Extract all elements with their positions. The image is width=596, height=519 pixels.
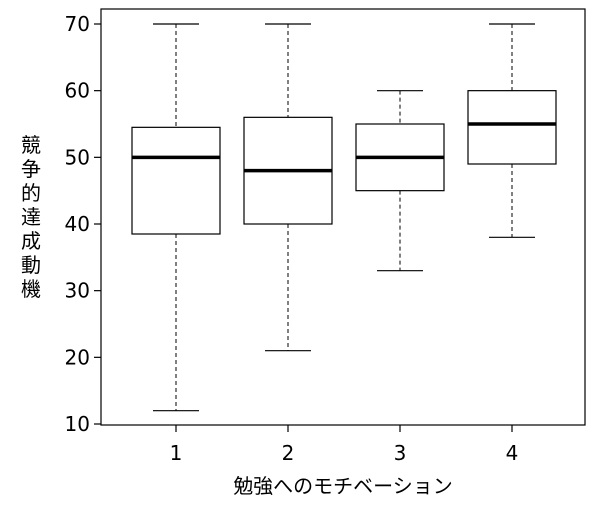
y-tick-label: 50: [65, 145, 90, 169]
box-1: [131, 23, 221, 412]
box-2: [243, 23, 333, 352]
y-axis-title-char: 的: [21, 181, 41, 205]
y-tick-label: 70: [65, 12, 90, 36]
box-4: [467, 23, 557, 238]
plot-frame: [100, 8, 586, 426]
box-series: [131, 23, 557, 412]
y-axis-title-char: 成: [21, 229, 41, 253]
box-3: [355, 90, 445, 272]
x-tick-label: 4: [506, 441, 519, 465]
y-axis-title-char: 達: [21, 205, 41, 229]
y-tick-label: 60: [65, 79, 90, 103]
x-axis-title: 勉強へのモチベーション: [233, 474, 453, 498]
x-axis: 1 2 3 4: [170, 425, 519, 465]
x-tick-label: 3: [394, 441, 407, 465]
x-tick-label: 2: [282, 441, 295, 465]
y-tick-label: 10: [65, 412, 90, 436]
y-axis: 10 20 30 40 50 60 70: [65, 12, 101, 436]
y-tick-label: 20: [65, 345, 90, 369]
y-axis-title-char: 動: [21, 253, 41, 277]
iqr-box: [467, 90, 557, 165]
y-axis-title-char: 争: [21, 157, 41, 181]
x-tick-label: 1: [170, 441, 183, 465]
y-tick-label: 30: [65, 279, 90, 303]
y-axis-title-char: 競: [21, 133, 41, 157]
y-tick-label: 40: [65, 212, 90, 236]
y-axis-title-char: 機: [21, 277, 41, 301]
iqr-box: [131, 126, 221, 235]
